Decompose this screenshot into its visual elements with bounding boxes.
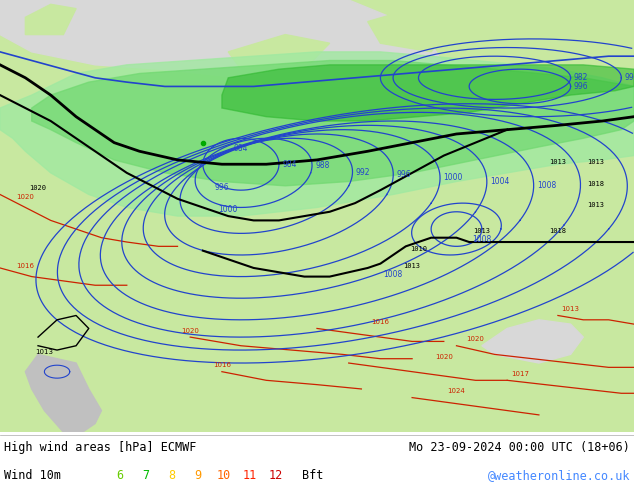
Text: 1020: 1020 [467, 337, 484, 343]
Text: 1013: 1013 [588, 159, 604, 165]
Text: 1013: 1013 [588, 202, 604, 208]
Text: 10: 10 [217, 468, 231, 482]
Text: 1020: 1020 [30, 185, 46, 191]
Text: 984: 984 [234, 144, 248, 153]
Polygon shape [368, 9, 456, 52]
Text: 1010: 1010 [410, 245, 427, 252]
Text: 1020: 1020 [16, 194, 34, 200]
Polygon shape [32, 60, 634, 186]
Text: 1008: 1008 [472, 235, 491, 244]
Text: 7: 7 [143, 468, 150, 482]
Polygon shape [0, 52, 634, 216]
Text: High wind areas [hPa] ECMWF: High wind areas [hPa] ECMWF [4, 441, 197, 454]
Text: 996: 996 [396, 170, 411, 179]
Text: 12: 12 [269, 468, 283, 482]
Text: 982: 982 [574, 74, 588, 82]
Text: 1016: 1016 [372, 319, 389, 325]
Text: 996: 996 [214, 183, 230, 192]
Text: 1008: 1008 [384, 270, 403, 279]
Text: 1000: 1000 [443, 173, 463, 182]
Text: 1013: 1013 [474, 228, 490, 234]
Polygon shape [482, 320, 583, 363]
Text: 6: 6 [117, 468, 124, 482]
Text: @weatheronline.co.uk: @weatheronline.co.uk [488, 468, 630, 482]
Text: 1004: 1004 [490, 177, 509, 186]
Text: 1016: 1016 [213, 362, 231, 368]
Text: 1017: 1017 [511, 371, 529, 377]
Text: 9: 9 [195, 468, 202, 482]
Text: 996: 996 [624, 74, 634, 82]
Text: Mo 23-09-2024 00:00 UTC (18+06): Mo 23-09-2024 00:00 UTC (18+06) [409, 441, 630, 454]
Text: 1016: 1016 [16, 263, 34, 269]
Polygon shape [0, 0, 444, 86]
Text: 1018: 1018 [588, 181, 604, 187]
Text: 1013: 1013 [550, 159, 566, 165]
Text: 984: 984 [282, 160, 297, 169]
Text: 11: 11 [243, 468, 257, 482]
Polygon shape [545, 4, 621, 43]
Text: 1013: 1013 [404, 263, 420, 269]
Polygon shape [25, 354, 101, 432]
Text: 1024: 1024 [448, 388, 465, 394]
Text: 1000: 1000 [219, 205, 238, 214]
Text: 1013: 1013 [562, 306, 579, 312]
Polygon shape [25, 4, 76, 35]
Polygon shape [228, 35, 330, 69]
Polygon shape [222, 65, 634, 121]
Text: 1008: 1008 [537, 181, 556, 190]
Text: Wind 10m: Wind 10m [4, 468, 61, 482]
Text: 1020: 1020 [435, 354, 453, 360]
Polygon shape [0, 268, 634, 432]
Text: 1020: 1020 [181, 328, 199, 334]
Text: 996: 996 [574, 82, 588, 91]
Text: 1018: 1018 [550, 228, 566, 234]
Text: 8: 8 [169, 468, 176, 482]
Text: 992: 992 [356, 168, 370, 176]
Polygon shape [0, 0, 634, 432]
Text: 988: 988 [315, 161, 330, 170]
Text: 1013: 1013 [36, 349, 53, 355]
Text: Bft: Bft [302, 468, 323, 482]
